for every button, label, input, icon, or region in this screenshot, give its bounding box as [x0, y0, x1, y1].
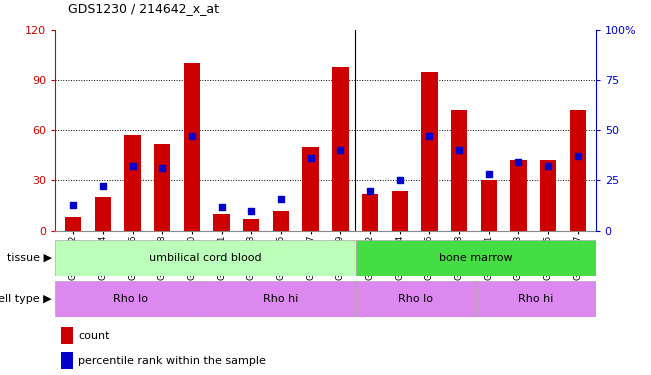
Bar [61, 352, 73, 369]
Bar [94, 197, 111, 231]
Text: tissue ▶: tissue ▶ [7, 253, 52, 263]
Point [454, 147, 464, 153]
Point [573, 153, 583, 159]
Bar [65, 217, 81, 231]
Text: Rho hi: Rho hi [518, 294, 553, 304]
Point [98, 183, 108, 189]
Bar [570, 110, 586, 231]
Text: percentile rank within the sample: percentile rank within the sample [78, 356, 266, 366]
Bar [243, 219, 260, 231]
Text: Rho hi: Rho hi [263, 294, 298, 304]
Bar [61, 327, 73, 344]
Text: bone marrow: bone marrow [439, 253, 512, 263]
Bar [480, 180, 497, 231]
Bar [510, 160, 527, 231]
Bar [184, 63, 200, 231]
Text: Rho lo: Rho lo [398, 294, 433, 304]
Bar [214, 214, 230, 231]
Text: cell type ▶: cell type ▶ [0, 294, 52, 304]
Bar [55, 281, 206, 317]
Point [246, 208, 256, 214]
Point [335, 147, 346, 153]
Point [276, 195, 286, 201]
Bar [355, 240, 596, 276]
Bar [421, 72, 437, 231]
Bar [362, 194, 378, 231]
Point [365, 188, 375, 194]
Point [543, 164, 553, 170]
Bar [154, 144, 171, 231]
Bar [55, 240, 355, 276]
Bar [476, 281, 596, 317]
Text: count: count [78, 331, 109, 341]
Bar [124, 135, 141, 231]
Point [305, 155, 316, 161]
Point [395, 177, 405, 183]
Bar [206, 281, 355, 317]
Point [513, 159, 523, 165]
Bar [332, 67, 348, 231]
Bar [540, 160, 557, 231]
Bar [391, 190, 408, 231]
Bar [273, 211, 289, 231]
Point [484, 171, 494, 177]
Point [424, 134, 435, 140]
Point [128, 164, 138, 170]
Text: GDS1230 / 214642_x_at: GDS1230 / 214642_x_at [68, 2, 219, 15]
Point [68, 201, 78, 207]
Bar [303, 147, 319, 231]
Text: Rho lo: Rho lo [113, 294, 148, 304]
Point [157, 165, 167, 171]
Bar [451, 110, 467, 231]
Point [216, 204, 227, 210]
Point [187, 134, 197, 140]
Text: umbilical cord blood: umbilical cord blood [149, 253, 262, 263]
Bar [355, 281, 476, 317]
